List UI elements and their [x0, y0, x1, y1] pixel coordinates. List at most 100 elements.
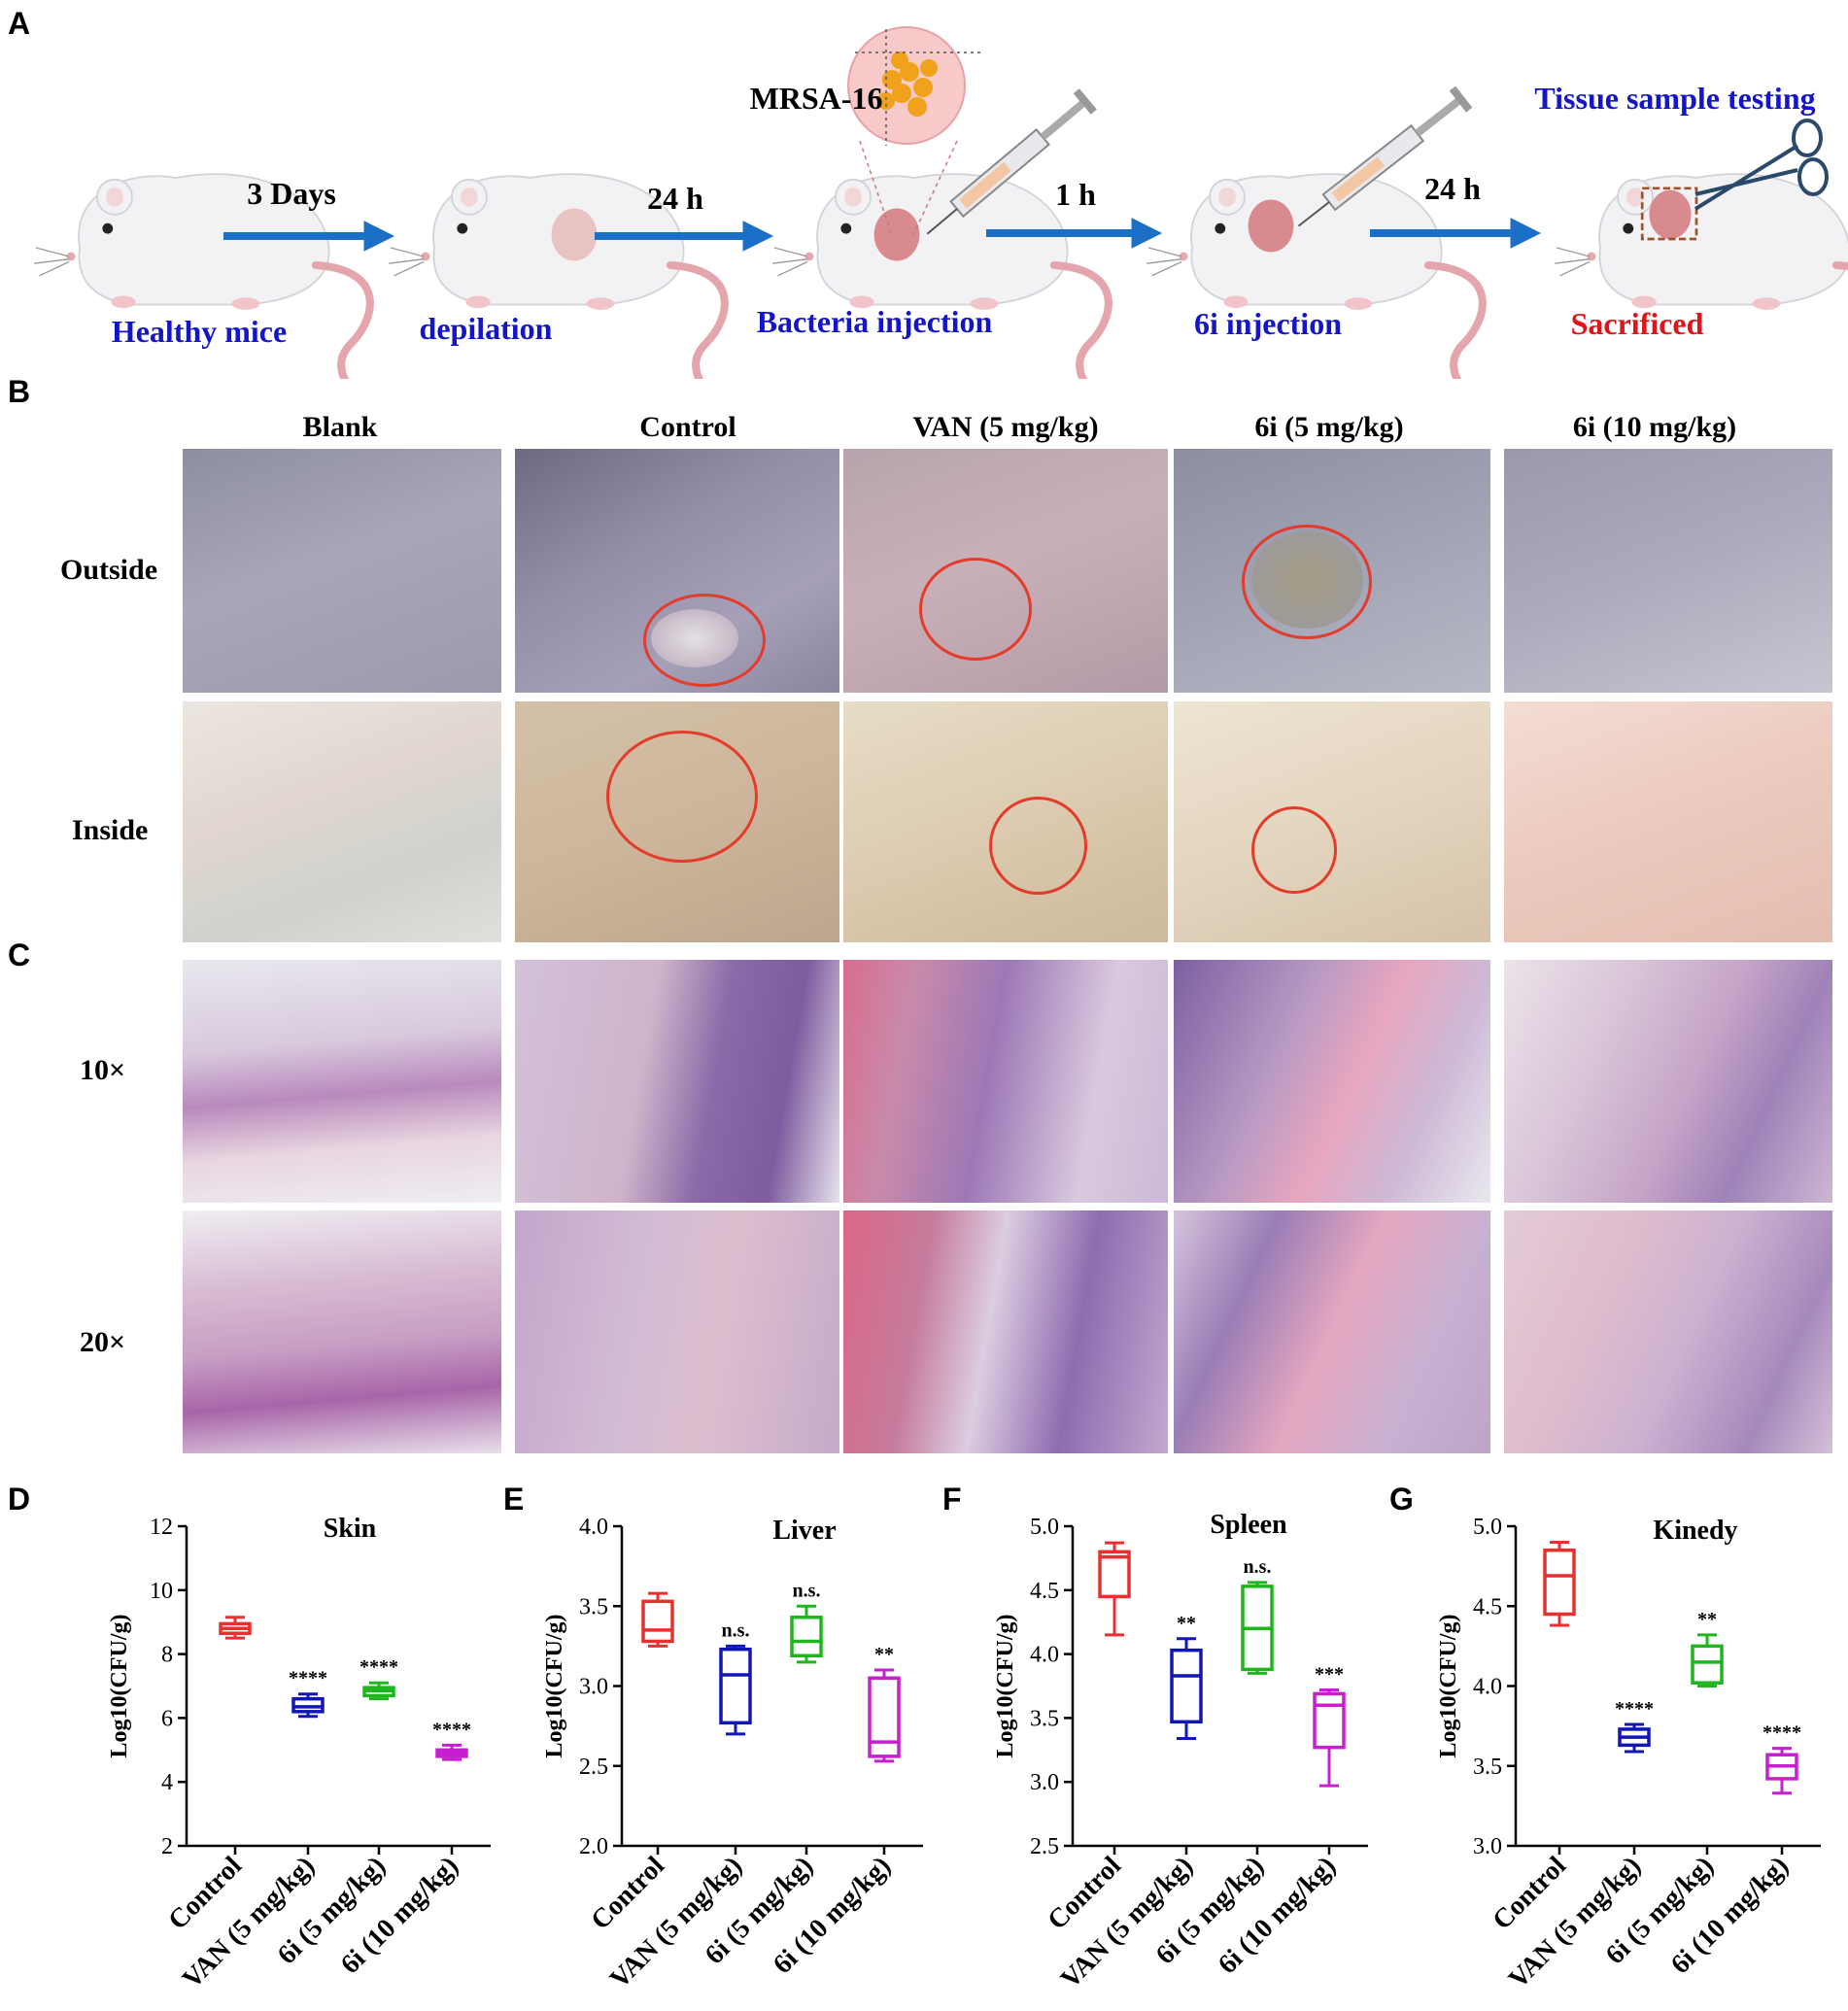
row-header-outside: Outside — [60, 554, 158, 586]
row-header-20x: 20× — [80, 1326, 126, 1358]
liver-box — [790, 1616, 823, 1657]
liver-significance-label: n.s. — [793, 1580, 821, 1601]
skin-y-tick-label: 10 — [150, 1579, 173, 1604]
kidney-y-tick-label: 4.0 — [1473, 1675, 1502, 1700]
photo-inside-van — [843, 701, 1168, 942]
skin-significance-label: **** — [289, 1668, 327, 1689]
histology-20x-6i-5 — [1174, 1210, 1490, 1453]
liver-significance-label: ** — [874, 1644, 894, 1665]
spleen-box — [1170, 1648, 1203, 1724]
lesion-circle — [606, 731, 758, 863]
column-header-blank: Blank — [302, 411, 378, 443]
liver-y-tick-label: 4.0 — [579, 1515, 608, 1540]
arrow-4 — [1370, 218, 1542, 249]
spleen-y-tick-label: 4.0 — [1030, 1643, 1059, 1668]
skin-y-tick-label: 8 — [161, 1643, 173, 1668]
liver-chart-title: Liver — [772, 1516, 836, 1546]
column-header-control: Control — [639, 411, 736, 443]
lesion-circle — [989, 797, 1087, 895]
panel-letter-g: G — [1389, 1482, 1414, 1517]
arrow-label-1: 3 Days — [247, 176, 336, 211]
histology-10x-van — [843, 960, 1168, 1203]
spleen-y-tick-label: 3.0 — [1030, 1770, 1059, 1795]
arrow-1 — [223, 221, 395, 252]
arrow-2 — [595, 221, 774, 252]
spleen-significance-label: n.s. — [1244, 1556, 1272, 1578]
tissue-testing-label: Tissue sample testing — [1534, 81, 1816, 116]
lesion-circle — [643, 594, 766, 687]
spleen-significance-label: *** — [1315, 1663, 1344, 1685]
spleen-y-axis-label: Log10(CFU/g) — [993, 1615, 1018, 1758]
mrsa-label: MRSA-16 — [749, 81, 883, 116]
arrow-label-4: 24 h — [1424, 171, 1481, 206]
photo-inside-6i-5 — [1174, 701, 1490, 942]
liver-box — [719, 1647, 752, 1725]
histology-20x-control — [515, 1210, 839, 1453]
kidney-y-tick-label: 5.0 — [1473, 1515, 1502, 1540]
histology-10x-blank — [183, 960, 501, 1203]
spleen-box — [1313, 1691, 1346, 1750]
skin-y-tick-label: 6 — [161, 1706, 173, 1731]
photo-outside-control — [515, 449, 839, 693]
liver-significance-label: n.s. — [722, 1619, 750, 1641]
photo-outside-6i-10 — [1504, 449, 1832, 693]
row-header-10x: 10× — [80, 1054, 126, 1086]
histology-20x-van — [843, 1210, 1168, 1453]
step-label-sacrificed: Sacrificed — [1570, 306, 1704, 341]
liver-y-tick-label: 2.5 — [579, 1755, 608, 1780]
step-label-6i: 6i injection — [1194, 306, 1342, 341]
skin-significance-label: **** — [432, 1719, 471, 1740]
kidney-y-tick-label: 4.5 — [1473, 1594, 1502, 1619]
liver-box — [641, 1599, 674, 1644]
column-header-6i-5: 6i (5 mg/kg) — [1254, 411, 1404, 443]
mouse-depilated — [389, 174, 725, 379]
lesion-circle — [1242, 525, 1372, 639]
panel-letter-b: B — [8, 374, 31, 409]
photo-outside-blank — [183, 449, 501, 693]
photo-outside-van — [843, 449, 1168, 693]
mrsa-bubble — [847, 26, 981, 236]
photo-inside-6i-10 — [1504, 701, 1832, 942]
arrow-label-2: 24 h — [647, 181, 703, 216]
kidney-chart-title: Kinedy — [1653, 1516, 1737, 1546]
skin-significance-label: **** — [359, 1656, 398, 1678]
row-header-inside: Inside — [72, 814, 149, 846]
panel-letter-a: A — [8, 6, 31, 41]
liver-y-tick-label: 3.0 — [579, 1675, 608, 1700]
lesion-circle — [1251, 806, 1337, 894]
column-header-van: VAN (5 mg/kg) — [912, 411, 1099, 443]
skin-y-tick-label: 4 — [161, 1770, 173, 1795]
spleen-box — [1098, 1550, 1131, 1599]
skin-y-tick-label: 2 — [161, 1834, 173, 1859]
kidney-significance-label: **** — [1615, 1698, 1654, 1720]
mouse-bacteria — [772, 174, 1109, 379]
skin-chart-title: Skin — [324, 1514, 377, 1544]
kidney-box — [1691, 1644, 1724, 1685]
spleen-y-tick-label: 2.5 — [1030, 1834, 1059, 1859]
skin-y-axis-label: Log10(CFU/g) — [107, 1615, 132, 1758]
histology-10x-6i-10 — [1504, 960, 1832, 1203]
histology-10x-6i-5 — [1174, 960, 1490, 1203]
histology-20x-6i-10 — [1504, 1210, 1832, 1453]
kidney-box — [1543, 1548, 1576, 1617]
kidney-significance-label: **** — [1762, 1722, 1801, 1744]
arrow-label-3: 1 h — [1055, 177, 1096, 212]
syringe-2 — [1297, 85, 1473, 227]
scissors — [1694, 119, 1829, 211]
mouse-6i — [1146, 174, 1483, 379]
kidney-y-tick-label: 3.5 — [1473, 1755, 1502, 1780]
kidney-y-axis-label: Log10(CFU/g) — [1436, 1615, 1461, 1758]
photo-inside-control — [515, 701, 839, 942]
liver-box — [868, 1676, 901, 1758]
panel-letter-f: F — [942, 1482, 962, 1517]
mouse-sacrificed — [1555, 174, 1848, 379]
kidney-significance-label: ** — [1697, 1609, 1717, 1630]
lesion-circle — [919, 558, 1032, 661]
workflow-diagram — [0, 26, 1848, 379]
spleen-y-tick-label: 5.0 — [1030, 1515, 1059, 1540]
liver-y-tick-label: 2.0 — [579, 1834, 608, 1859]
spleen-y-tick-label: 4.5 — [1030, 1579, 1059, 1604]
skin-y-tick-label: 12 — [150, 1515, 173, 1540]
spleen-significance-label: ** — [1177, 1613, 1196, 1634]
